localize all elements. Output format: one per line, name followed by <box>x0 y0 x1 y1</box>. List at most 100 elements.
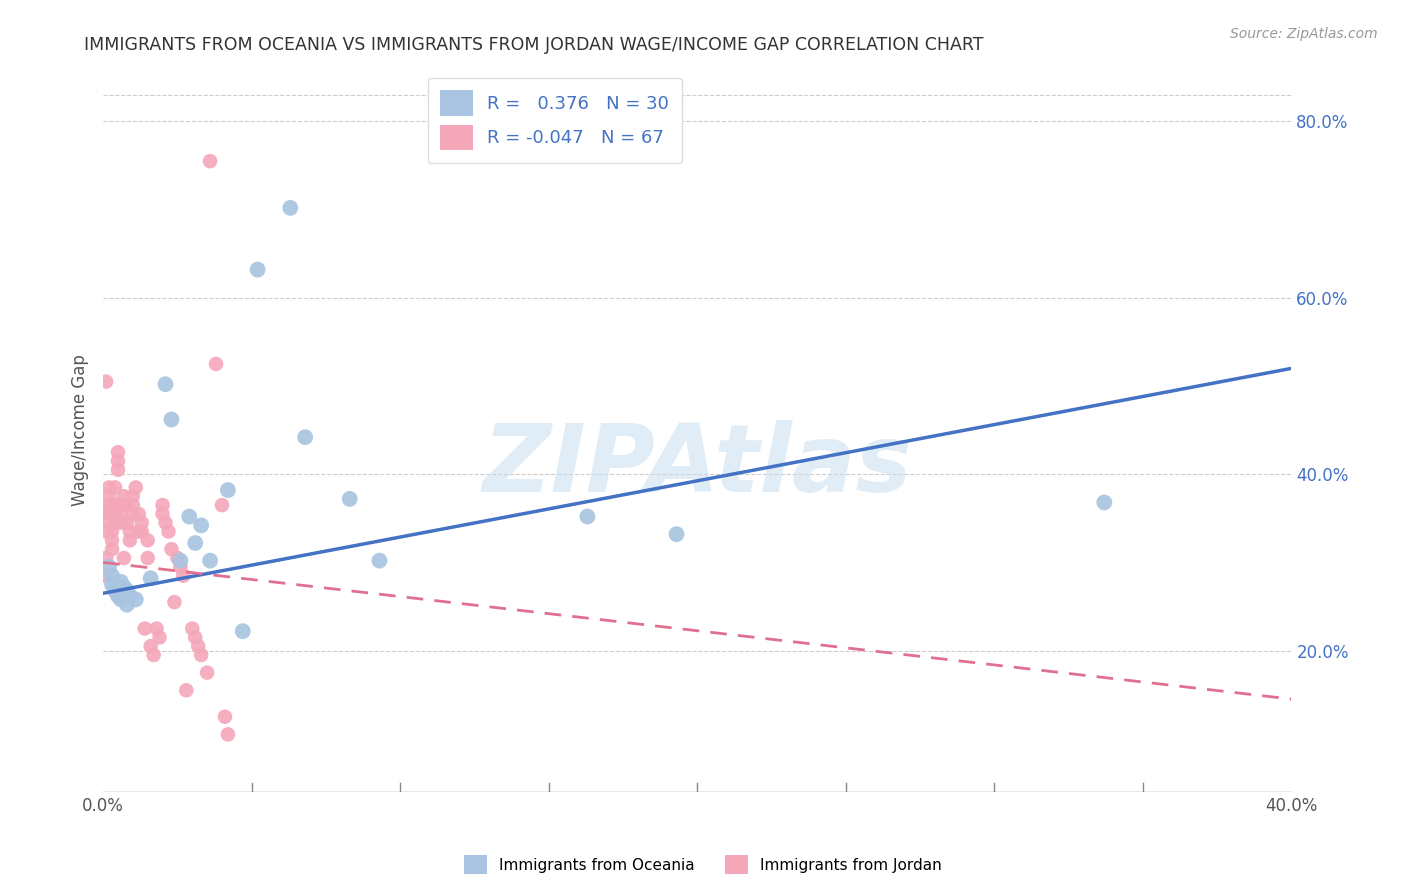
Point <box>98 516 121 530</box>
Point <box>176 683 198 698</box>
Legend: R =   0.376   N = 30, R = -0.047   N = 67: R = 0.376 N = 30, R = -0.047 N = 67 <box>427 78 682 163</box>
Point <box>131 524 153 539</box>
Point <box>110 516 132 530</box>
Point <box>107 445 129 459</box>
Point <box>217 727 239 741</box>
Point <box>184 631 207 645</box>
Point <box>148 631 170 645</box>
Point <box>118 524 141 539</box>
Point <box>195 665 218 680</box>
Point <box>184 536 207 550</box>
Point <box>157 524 180 539</box>
Point <box>163 595 186 609</box>
Point <box>101 498 124 512</box>
Point <box>155 516 177 530</box>
Point <box>190 648 212 662</box>
Point <box>278 201 301 215</box>
Point <box>139 639 162 653</box>
Point <box>368 554 391 568</box>
Point <box>128 524 150 539</box>
Point <box>110 507 132 521</box>
Point <box>139 571 162 585</box>
Point <box>121 489 143 503</box>
Point <box>145 622 167 636</box>
Point <box>115 498 138 512</box>
Point <box>160 412 183 426</box>
Text: Source: ZipAtlas.com: Source: ZipAtlas.com <box>1230 27 1378 41</box>
Point <box>94 375 117 389</box>
Point <box>101 577 124 591</box>
Point <box>115 598 138 612</box>
Point <box>112 498 135 512</box>
Point <box>104 498 127 512</box>
Point <box>112 580 135 594</box>
Point <box>104 507 127 521</box>
Point <box>198 154 221 169</box>
Point <box>115 516 138 530</box>
Y-axis label: Wage/Income Gap: Wage/Income Gap <box>72 354 89 506</box>
Point <box>152 507 174 521</box>
Point <box>160 542 183 557</box>
Point <box>112 489 135 503</box>
Point <box>93 568 115 582</box>
Point <box>118 533 141 548</box>
Point <box>98 498 121 512</box>
Point <box>190 518 212 533</box>
Point <box>576 509 599 524</box>
Point <box>121 498 143 512</box>
Point <box>136 551 159 566</box>
Point <box>187 639 209 653</box>
Point <box>136 533 159 548</box>
Text: ZIPAtlas: ZIPAtlas <box>482 420 912 512</box>
Point <box>101 568 124 582</box>
Point <box>1092 495 1115 509</box>
Point <box>294 430 316 444</box>
Point <box>198 554 221 568</box>
Point <box>94 551 117 566</box>
Point <box>214 710 236 724</box>
Point <box>101 533 124 548</box>
Point <box>97 507 120 521</box>
Point <box>104 583 127 598</box>
Point <box>107 454 129 468</box>
Point <box>112 551 135 566</box>
Point <box>104 516 127 530</box>
Point <box>181 622 204 636</box>
Point <box>107 463 129 477</box>
Point <box>101 524 124 539</box>
Point <box>134 622 156 636</box>
Point <box>110 592 132 607</box>
Point <box>101 542 124 557</box>
Point <box>104 480 127 494</box>
Point <box>121 507 143 521</box>
Point <box>94 524 117 539</box>
Point <box>169 554 191 568</box>
Point <box>110 574 132 589</box>
Point <box>217 483 239 497</box>
Point <box>101 507 124 521</box>
Point <box>125 480 148 494</box>
Point <box>232 624 254 639</box>
Point <box>152 498 174 512</box>
Point <box>142 648 165 662</box>
Legend: Immigrants from Oceania, Immigrants from Jordan: Immigrants from Oceania, Immigrants from… <box>458 849 948 880</box>
Point <box>211 498 233 512</box>
Point <box>172 568 194 582</box>
Point <box>665 527 688 541</box>
Point <box>205 357 228 371</box>
Point <box>169 559 191 574</box>
Point <box>115 583 138 598</box>
Point <box>246 262 269 277</box>
Point <box>125 592 148 607</box>
Point <box>98 507 121 521</box>
Text: IMMIGRANTS FROM OCEANIA VS IMMIGRANTS FROM JORDAN WAGE/INCOME GAP CORRELATION CH: IMMIGRANTS FROM OCEANIA VS IMMIGRANTS FR… <box>84 36 984 54</box>
Point <box>118 589 141 603</box>
Point <box>155 377 177 392</box>
Point <box>128 507 150 521</box>
Point <box>166 551 188 566</box>
Point <box>110 498 132 512</box>
Point <box>339 491 361 506</box>
Point <box>107 589 129 603</box>
Point <box>98 559 121 574</box>
Point <box>179 509 201 524</box>
